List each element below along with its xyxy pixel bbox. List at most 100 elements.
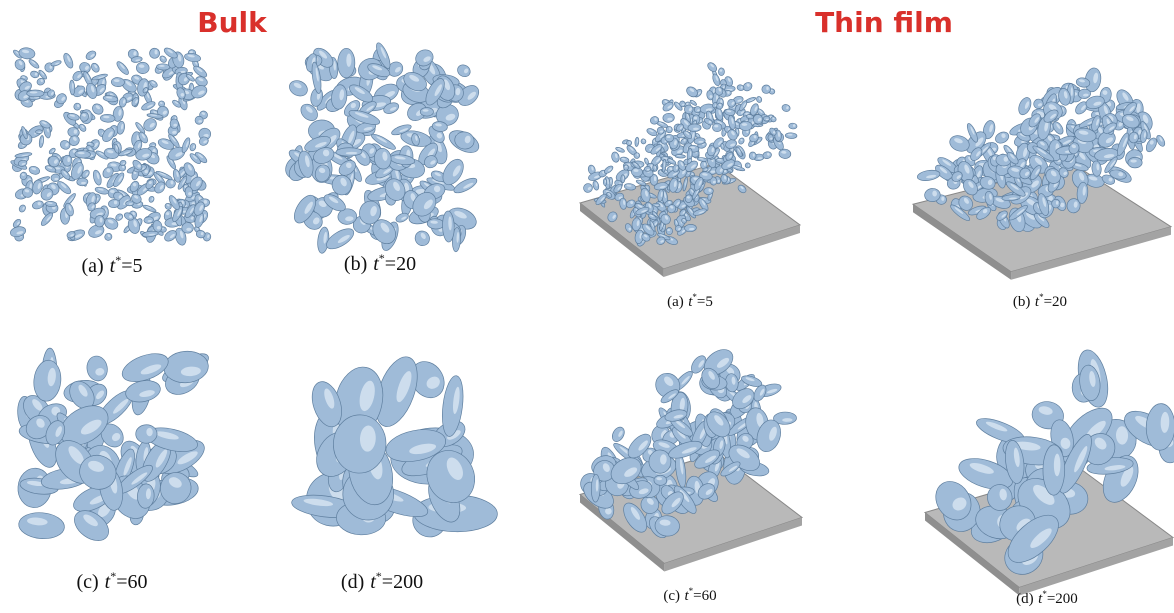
domain-blob	[115, 60, 130, 76]
domain-blob	[763, 116, 769, 121]
domain-blob	[644, 158, 650, 165]
domain-blob	[18, 204, 27, 213]
domain-blob	[1016, 96, 1033, 117]
domain-blob	[336, 148, 362, 157]
domain-blob	[184, 52, 201, 63]
domain-blob	[95, 216, 105, 227]
caption-value: =20	[1044, 294, 1067, 310]
microstructure-image	[579, 344, 802, 571]
domain-blob	[704, 187, 714, 194]
domain-blob	[170, 119, 179, 129]
domain-blob	[412, 228, 432, 248]
domain-blob	[149, 48, 159, 59]
caption: (b)t*=20	[1013, 292, 1067, 310]
caption-label: (d)	[341, 571, 364, 593]
caption: (c)t*=60	[76, 569, 147, 593]
domain-blob	[142, 204, 157, 213]
domain-blob	[603, 179, 607, 186]
domain-blob	[688, 124, 701, 132]
domain-blob	[182, 222, 194, 233]
domain-blob	[84, 49, 97, 61]
domain-blob	[338, 48, 355, 78]
caption: (c)t*=60	[663, 586, 716, 604]
domain-blob	[706, 61, 718, 73]
caption-value: =60	[116, 571, 147, 593]
microstructure-image	[290, 351, 497, 543]
domain-blob	[749, 152, 756, 159]
domain-blob	[287, 78, 310, 99]
domain-blob	[646, 127, 658, 137]
caption-label: (a)	[81, 255, 103, 277]
caption: (a)t*=5	[667, 292, 713, 310]
domain-blob	[9, 225, 26, 238]
domain-blob	[603, 165, 614, 175]
caption-label: (b)	[1013, 294, 1031, 310]
domain-blob	[28, 165, 41, 176]
blob-highlight	[30, 91, 38, 93]
caption: (d)t*=200	[341, 569, 423, 593]
caption-value: =20	[385, 253, 416, 275]
domain-blob	[62, 52, 75, 69]
domain-blob	[675, 154, 686, 158]
domain-blob	[626, 140, 632, 146]
domain-blob	[63, 155, 73, 166]
domain-blob	[640, 138, 647, 145]
domain-blob	[100, 114, 115, 123]
domain-blob	[156, 64, 170, 71]
domain-blob	[635, 137, 640, 147]
domain-blob	[663, 113, 675, 123]
microstructure-image	[925, 347, 1174, 596]
blob-highlight	[667, 229, 670, 231]
domain-blob	[51, 174, 60, 182]
domain-blob	[136, 62, 149, 74]
domain-blob	[720, 174, 728, 183]
caption-value: =200	[1047, 591, 1078, 607]
domain-blob	[420, 107, 433, 116]
domain-blob	[142, 230, 159, 237]
panel-title: Thin film	[815, 6, 953, 39]
domain-blob	[1043, 445, 1065, 496]
domain-blob	[136, 425, 158, 444]
microstructure-image	[17, 348, 213, 547]
domain-blob	[73, 103, 81, 111]
blob-highlight	[100, 218, 103, 223]
domain-blob	[28, 58, 41, 70]
blob-highlight	[1130, 159, 1136, 162]
domain-blob	[69, 80, 75, 95]
domain-blob	[665, 134, 674, 142]
caption-label: (b)	[344, 253, 367, 275]
domain-blob	[35, 130, 42, 134]
caption: (d)t*=200	[1016, 589, 1078, 607]
domain-blob	[994, 130, 1011, 146]
domain-blob	[610, 425, 627, 444]
domain-blob	[592, 180, 600, 191]
domain-blob	[779, 149, 792, 159]
domain-blob	[27, 90, 44, 97]
domain-blob	[789, 123, 798, 129]
caption-value: =5	[121, 255, 142, 277]
domain-blob	[18, 511, 66, 541]
domain-blob	[103, 232, 113, 242]
domain-blob	[455, 62, 472, 79]
domain-blob	[718, 68, 724, 76]
panel-title: Bulk	[197, 6, 268, 39]
domain-blob	[666, 228, 672, 235]
domain-blob	[611, 151, 621, 163]
caption: (a)t*=5	[81, 253, 142, 277]
domain-blob	[917, 169, 941, 182]
domain-blob	[1146, 403, 1174, 450]
domain-blob	[712, 123, 722, 132]
domain-blob	[92, 169, 103, 186]
domain-blob	[85, 354, 109, 382]
caption-value: =200	[382, 571, 423, 593]
domain-blob	[738, 137, 746, 145]
blob-highlight	[742, 123, 748, 126]
caption: (b)t*=20	[344, 251, 416, 275]
domain-blob	[1051, 199, 1060, 208]
domain-blob	[13, 58, 27, 72]
domain-blob	[739, 121, 752, 130]
microstructure-image	[580, 61, 800, 277]
domain-blob	[90, 62, 101, 74]
domain-blob	[180, 137, 191, 154]
domain-blob	[159, 55, 168, 64]
